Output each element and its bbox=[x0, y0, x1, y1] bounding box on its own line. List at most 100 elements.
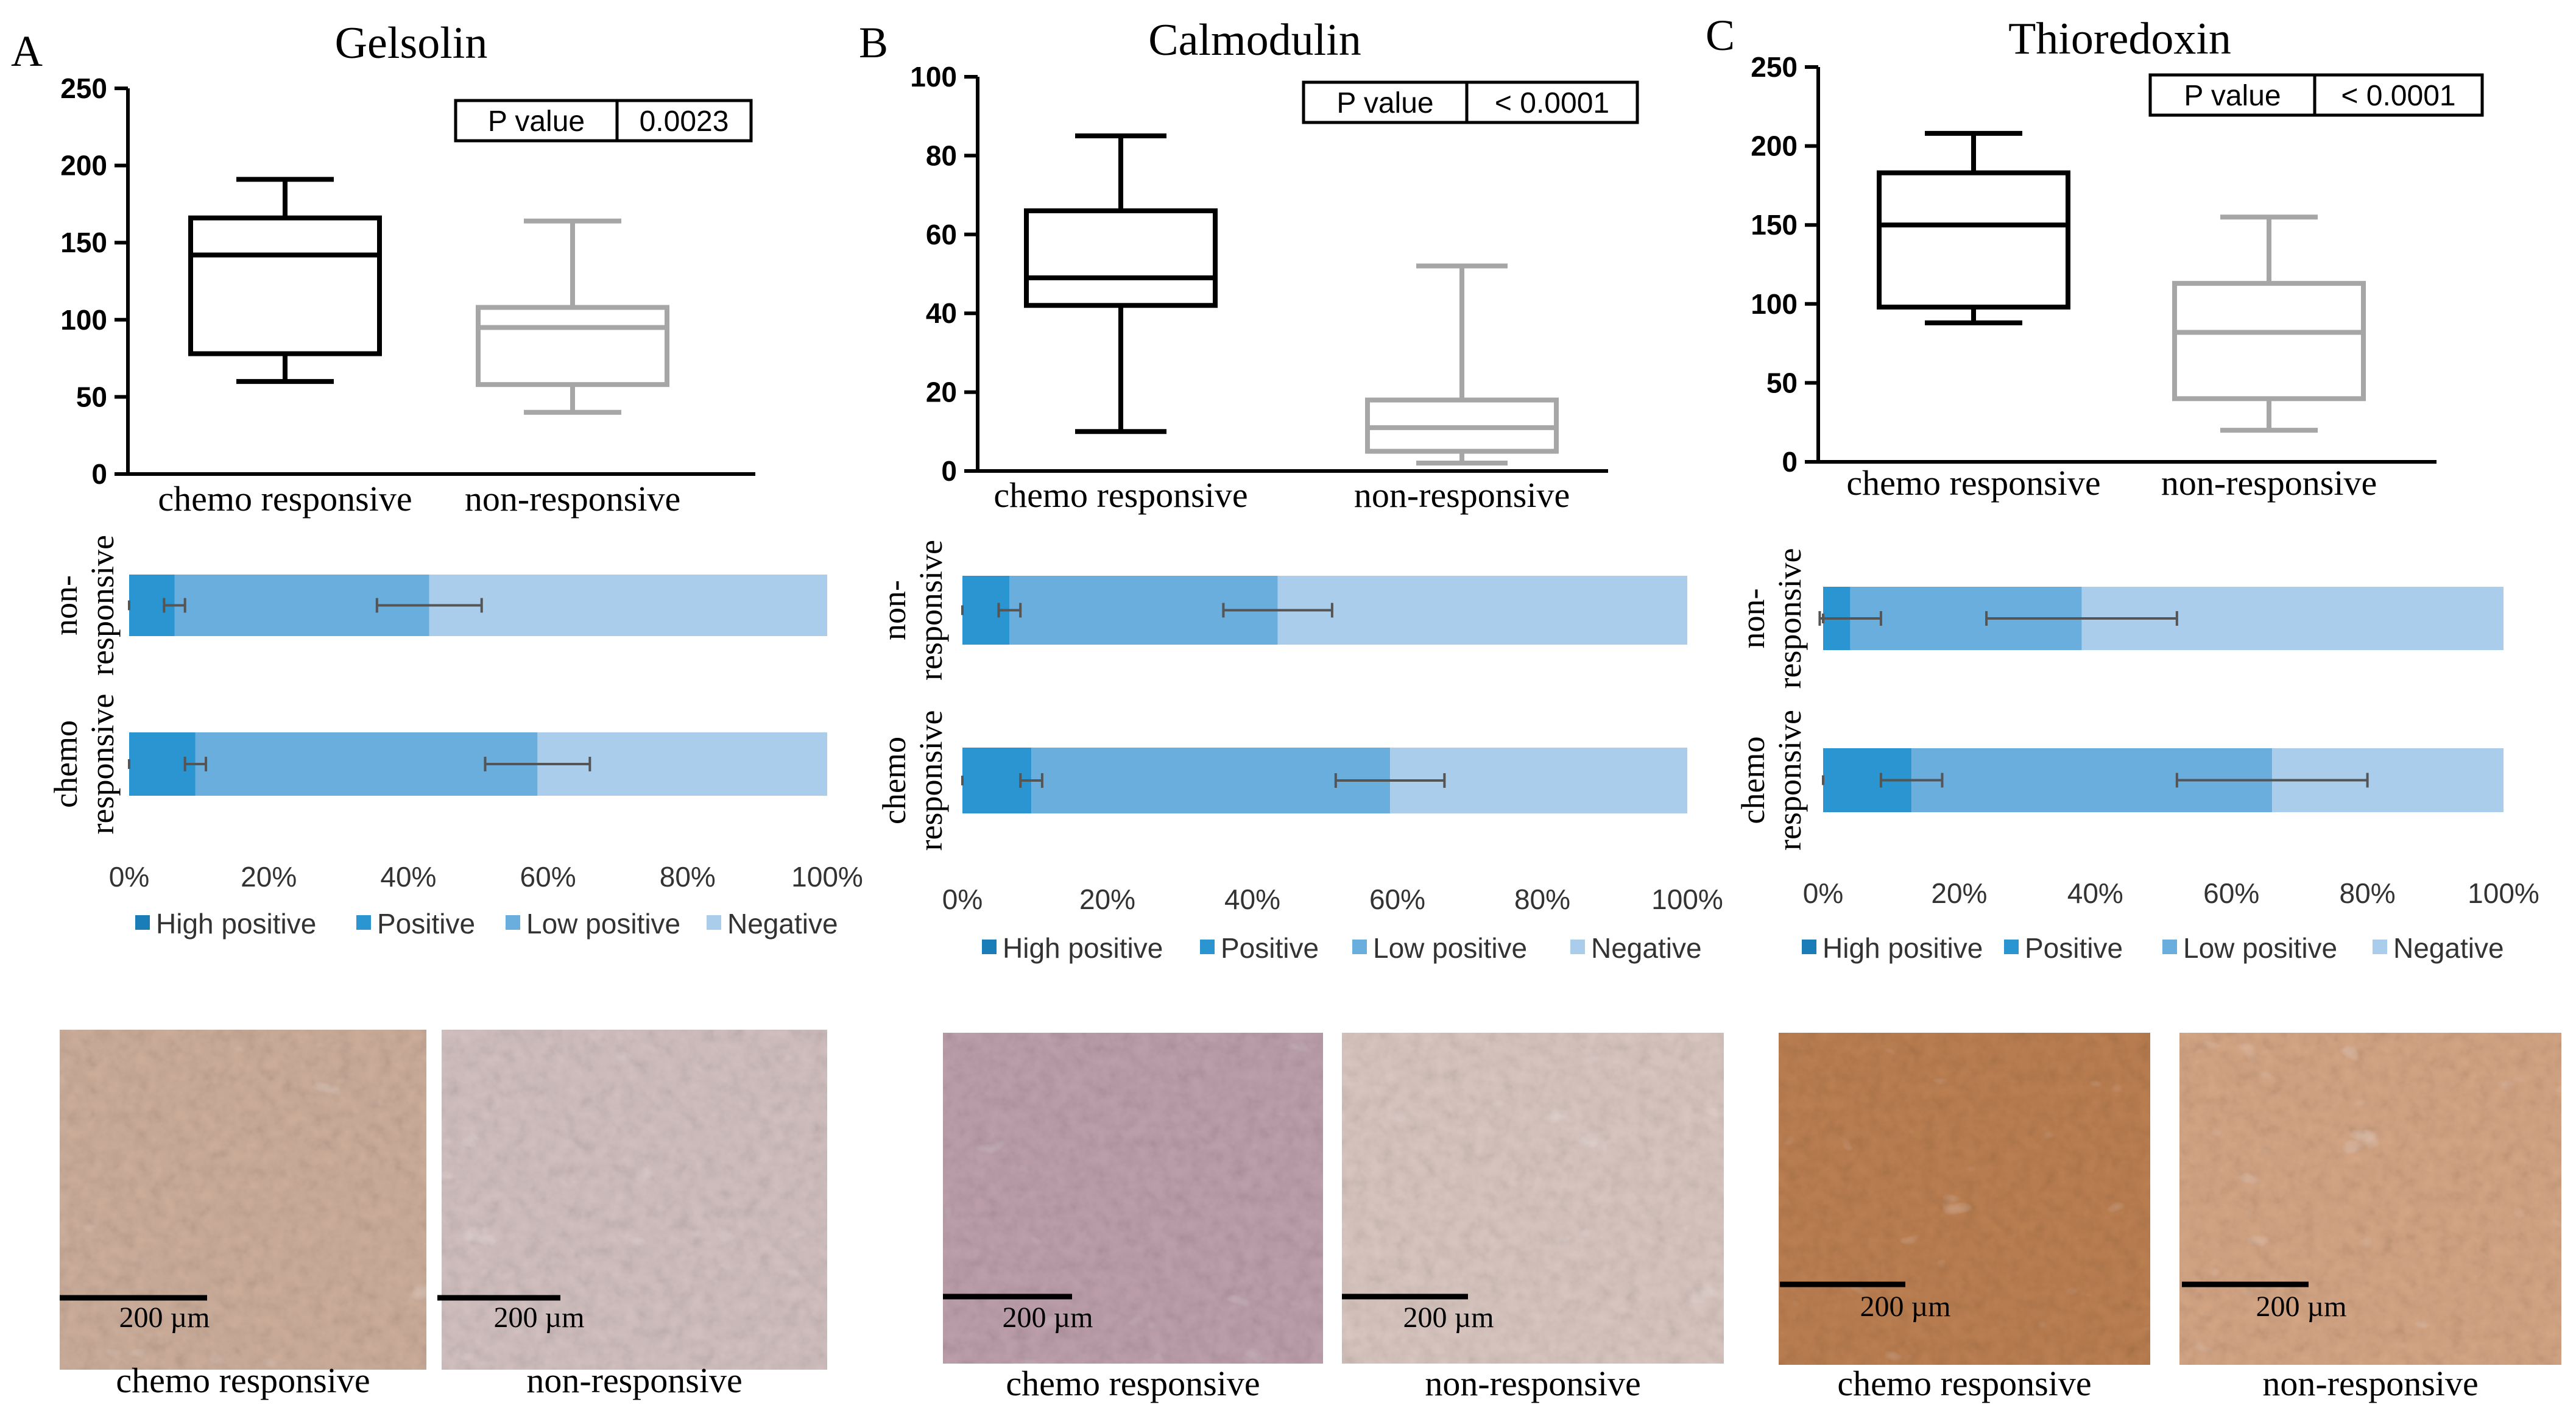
x-tick-label: 40% bbox=[1224, 883, 1280, 915]
bar-category-label-line: responsive bbox=[912, 710, 949, 851]
bar-category-label-line: responsive bbox=[912, 540, 949, 681]
legend-label: Negative bbox=[2393, 932, 2504, 964]
y-tick-label: 250 bbox=[1751, 51, 1798, 83]
box-non-responsive bbox=[2172, 214, 2366, 433]
bar-category-label-line: responsive bbox=[84, 694, 121, 835]
pvalue-value: < 0.0001 bbox=[1495, 87, 1609, 119]
category-label: chemo responsive bbox=[1846, 463, 2100, 503]
histology-images: 200 µm chemo responsive 200 µm non-responsi… bbox=[943, 1033, 1724, 1403]
y-tick-label: 100 bbox=[1751, 288, 1798, 320]
legend-swatch bbox=[1802, 940, 1816, 954]
bar-row-chemo-responsive: chemoresponsive bbox=[876, 710, 1687, 851]
bar-row-chemo-responsive: chemoresponsive bbox=[1735, 710, 2504, 851]
histology-images: 200 µm chemo responsive 200 µm non-responsi… bbox=[1779, 1033, 2561, 1403]
y-tick-label: 150 bbox=[1751, 209, 1798, 241]
image-caption: non-responsive bbox=[1425, 1364, 1640, 1403]
bar-segment-negative bbox=[1277, 576, 1687, 645]
legend-swatch bbox=[2373, 940, 2387, 954]
x-tick-label: 20% bbox=[1079, 883, 1135, 915]
legend-swatch bbox=[1200, 940, 1215, 954]
x-tick-label: 80% bbox=[1514, 883, 1570, 915]
legend-swatch bbox=[135, 915, 150, 930]
legend-swatch bbox=[707, 915, 721, 930]
bar-category-label: chemoresponsive bbox=[48, 694, 121, 835]
legend-label: Positive bbox=[377, 908, 475, 940]
bar-category-label-line: chemo bbox=[876, 737, 912, 824]
pvalue-box: P value < 0.0001 bbox=[1302, 80, 1639, 124]
histology-image-chemo-responsive: 200 µm chemo responsive bbox=[1779, 1033, 2150, 1403]
legend-label: Low positive bbox=[2183, 932, 2337, 964]
legend: High positive Positive Low positive Negativ… bbox=[1802, 932, 2504, 964]
legend-swatch bbox=[1352, 940, 1367, 954]
legend-label: Negative bbox=[727, 908, 838, 940]
bar-category-label-line: chemo bbox=[1735, 737, 1771, 824]
pvalue-box: P value 0.0023 bbox=[454, 99, 753, 143]
boxplot: 0 20 40 60 80 100 chemo responsive non-responsi… bbox=[910, 61, 1639, 515]
image-caption: chemo responsive bbox=[1837, 1364, 2091, 1403]
box-iqr bbox=[476, 305, 669, 388]
x-tick-label: 80% bbox=[2340, 877, 2396, 909]
scale-bar-label: 200 µm bbox=[1003, 1301, 1093, 1334]
tissue-texture bbox=[442, 1030, 827, 1370]
y-tick-label: 50 bbox=[76, 381, 107, 412]
pvalue-frame bbox=[454, 99, 753, 143]
bar-category-label: chemoresponsive bbox=[876, 710, 949, 851]
x-tick-label: 40% bbox=[380, 861, 436, 893]
x-tick-label: 100% bbox=[1651, 883, 1723, 915]
histology-image-chemo-responsive: 200 µm chemo responsive bbox=[60, 1030, 426, 1400]
image-caption: non-responsive bbox=[2262, 1364, 2478, 1403]
box-chemo-responsive bbox=[1024, 133, 1218, 434]
pvalue-box: P value < 0.0001 bbox=[2148, 73, 2484, 117]
box-non-responsive bbox=[1365, 263, 1559, 466]
y-tick-label: 0 bbox=[1782, 446, 1798, 478]
scale-bar-label: 200 µm bbox=[494, 1301, 585, 1334]
bar-category-label-line: non- bbox=[1735, 589, 1771, 649]
bar-category-label-line: responsive bbox=[1771, 548, 1808, 689]
pvalue-label: P value bbox=[1336, 87, 1433, 119]
pvalue-value: 0.0023 bbox=[640, 105, 729, 138]
legend-label: Low positive bbox=[1373, 932, 1527, 964]
category-label: chemo responsive bbox=[993, 475, 1247, 515]
category-label: non-responsive bbox=[1354, 475, 1570, 515]
histology-images: 200 µm chemo responsive 200 µm non-responsi… bbox=[60, 1030, 827, 1400]
tissue-texture bbox=[2179, 1033, 2561, 1365]
x-tick-label: 100% bbox=[791, 861, 863, 893]
legend-label: Positive bbox=[1221, 932, 1319, 964]
y-tick-label: 0 bbox=[941, 455, 957, 487]
y-tick-label: 20 bbox=[926, 377, 957, 408]
histology-image-non-responsive: 200 µm non-responsive bbox=[1342, 1033, 1724, 1403]
pvalue-value: < 0.0001 bbox=[2341, 80, 2455, 112]
y-tick-label: 100 bbox=[910, 61, 957, 93]
bar-category-label-line: responsive bbox=[1771, 710, 1808, 851]
category-label: non-responsive bbox=[2161, 463, 2377, 503]
scale-bar-label: 200 µm bbox=[119, 1301, 210, 1334]
bar-category-label: non-responsive bbox=[876, 540, 949, 681]
box-non-responsive bbox=[476, 218, 669, 415]
box-iqr bbox=[188, 215, 382, 356]
y-tick-label: 250 bbox=[60, 73, 107, 104]
y-tick-label: 40 bbox=[926, 297, 957, 329]
legend-label: High positive bbox=[156, 908, 316, 940]
legend-swatch bbox=[356, 915, 371, 930]
x-tick-label: 20% bbox=[241, 861, 297, 893]
x-tick-label: 20% bbox=[1931, 877, 1987, 909]
bar-category-label-line: non- bbox=[48, 575, 84, 635]
y-tick-label: 50 bbox=[1766, 367, 1798, 398]
box-chemo-responsive bbox=[188, 177, 382, 384]
category-label: non-responsive bbox=[465, 479, 680, 519]
box-iqr bbox=[2172, 281, 2366, 402]
histology-image-non-responsive: 200 µm non-responsive bbox=[437, 1030, 827, 1400]
x-tick-label: 60% bbox=[520, 861, 576, 893]
image-caption: chemo responsive bbox=[1006, 1364, 1260, 1403]
bar-segment-low-positive bbox=[195, 732, 538, 796]
bar-row-non-responsive: non-responsive bbox=[1735, 548, 2504, 689]
bar-row-non-responsive: non-responsive bbox=[876, 540, 1687, 681]
panel-c: C Thioredoxin 0 50 100 150 200 250 chemo respons… bbox=[1706, 11, 2561, 1403]
panel-title: Gelsolin bbox=[335, 18, 488, 68]
bar-category-label-line: non- bbox=[876, 580, 912, 640]
